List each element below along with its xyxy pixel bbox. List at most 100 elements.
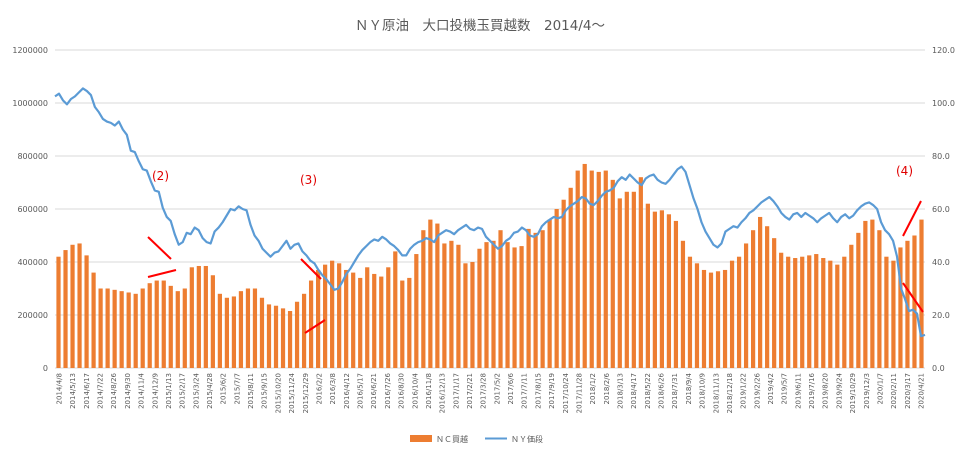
x-tick-label: 2018/3/13 [616, 373, 624, 409]
left-tick-label: 0 [43, 364, 48, 373]
bar [203, 265, 208, 369]
bar [245, 288, 251, 368]
x-tick-label: 2018/10/9 [699, 373, 707, 409]
x-tick-label: 2016/11/8 [425, 373, 433, 409]
bar [491, 240, 496, 368]
x-tick-label: 2016/4/12 [343, 373, 351, 409]
right-tick-label: 80.0 [932, 152, 950, 161]
x-tick-label: 2014/4/8 [56, 373, 64, 404]
bar [231, 296, 237, 368]
x-tick-label: 2016/2/2 [315, 373, 323, 404]
bar [470, 262, 475, 368]
x-tick-label: 2017/8/15 [534, 373, 542, 409]
x-tick-label: 2018/2/6 [603, 372, 611, 404]
bar [765, 226, 770, 368]
bar [273, 305, 279, 368]
nc-bars [56, 163, 924, 369]
x-tick-label: 2018/5/22 [644, 373, 652, 409]
bar [105, 288, 110, 368]
x-tick-label: 2019/1/22 [740, 373, 748, 409]
bar [189, 267, 194, 368]
x-tick-label: 2016/5/17 [357, 373, 365, 409]
bar [743, 243, 749, 368]
bar [659, 210, 664, 368]
bar [210, 275, 215, 368]
bar [442, 243, 447, 368]
bar [638, 177, 643, 368]
bar [610, 179, 615, 368]
bar [365, 267, 370, 368]
x-tick-label: 2015/2/17 [179, 373, 187, 409]
bar [673, 220, 679, 368]
bar [252, 288, 258, 368]
bar [323, 264, 328, 368]
bar [898, 247, 903, 368]
right-tick-label: 100.0 [932, 99, 955, 108]
x-tick-label: 2014/7/22 [97, 373, 105, 409]
bar [835, 264, 840, 368]
bar [652, 211, 657, 368]
x-tick-label: 2017/5/2 [493, 373, 501, 404]
x-tick-label: 2018/4/17 [630, 373, 638, 409]
x-tick-label: 2018/6/26 [658, 372, 666, 408]
bar [666, 214, 672, 368]
bar [575, 170, 580, 368]
x-tick-label: 2017/7/11 [521, 373, 529, 409]
x-tick-label: 2018/12/18 [726, 373, 734, 413]
left-axis: 0 200000 400000 600000 800000 1000000 1200000 [12, 46, 48, 373]
bar [793, 258, 798, 368]
bar [140, 288, 145, 368]
x-tick-label: 2019/6/11 [794, 373, 802, 409]
x-tick-label: 2017/1/17 [452, 373, 460, 409]
bar [870, 219, 875, 368]
bar [540, 230, 545, 368]
bar [168, 285, 173, 368]
left-tick-label: 1200000 [12, 46, 48, 55]
x-tick-label: 2015/8/11 [247, 373, 255, 409]
x-tick-label: 2014/8/26 [110, 372, 118, 408]
bar [694, 263, 700, 368]
bar [891, 260, 896, 369]
right-tick-label: 20.0 [932, 311, 950, 320]
bar [582, 163, 587, 368]
annotation-mark [147, 269, 177, 278]
x-tick-label: 2019/8/20 [822, 373, 830, 409]
x-tick-label: 2015/12/29 [302, 373, 310, 413]
annotation-3: (3) [300, 173, 317, 187]
bar [84, 255, 89, 369]
bar [631, 191, 636, 368]
bar [505, 242, 510, 369]
bar [877, 230, 882, 368]
chart-title: ＮＹ原油 大口投機玉買越数 2014/4～ [355, 18, 605, 34]
annotation-mark [300, 258, 322, 280]
bar [863, 220, 868, 368]
bar [554, 209, 559, 368]
bar [512, 247, 517, 368]
x-tick-label: 2019/7/16 [808, 372, 816, 408]
bar [814, 254, 819, 368]
bar [133, 293, 138, 368]
x-tick-label: 2019/4/2 [767, 373, 775, 404]
annotation-mark [304, 319, 326, 334]
right-tick-label: 60.0 [932, 205, 950, 214]
bar [238, 291, 244, 368]
bar [224, 297, 229, 368]
bar [147, 283, 152, 368]
x-tick-label: 2017/11/28 [575, 373, 583, 413]
x-tick-label: 2016/7/26 [384, 372, 392, 408]
bar [358, 277, 363, 368]
bar [126, 292, 131, 368]
series-line [54, 87, 926, 338]
bar [519, 246, 524, 368]
bar [344, 269, 349, 368]
x-tick-label: 2016/8/30 [398, 373, 406, 409]
bar [175, 291, 180, 368]
bar [701, 269, 707, 368]
bar [337, 263, 342, 368]
legend-label-ny: ＮＹ価段 [511, 434, 543, 444]
x-tick-label: 2017/6/6 [507, 372, 515, 404]
bar [477, 248, 482, 368]
bar [772, 238, 777, 368]
bar [386, 267, 391, 368]
